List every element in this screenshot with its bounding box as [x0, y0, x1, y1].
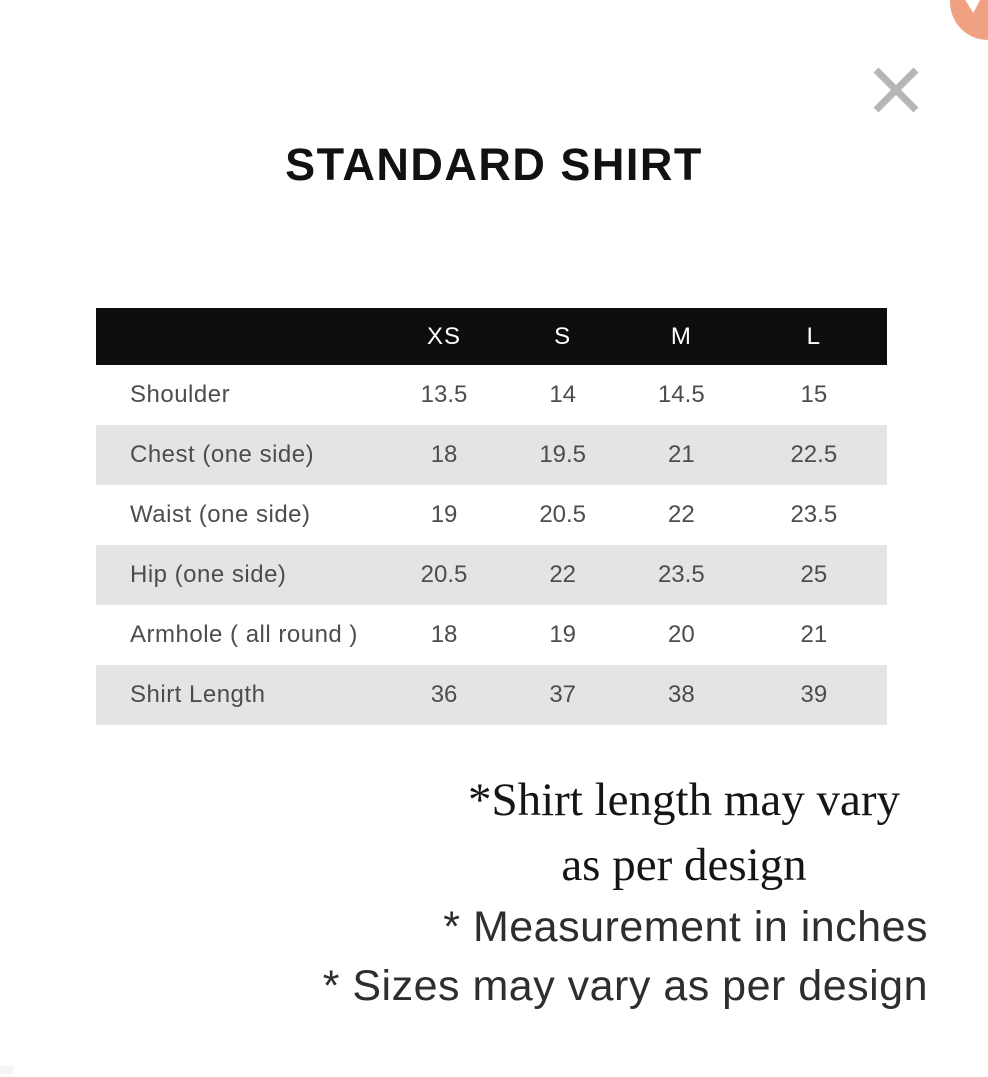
measurement-value: 36 [430, 681, 458, 708]
measurement-label: Shirt Length [130, 681, 266, 708]
page-title: STANDARD SHIRT [285, 139, 703, 190]
measurement-label: Shoulder [130, 381, 231, 408]
size-chart-corner-cell [96, 308, 385, 365]
measurement-value: 21 [667, 441, 695, 468]
measurement-value: 22 [667, 501, 695, 528]
table-row: Shirt Length 36 37 38 39 [96, 665, 887, 725]
footnote-serif-block: *Shirt length may vary as per design [440, 768, 928, 898]
measurement-value: 18 [430, 621, 458, 648]
table-row: Waist (one side) 19 20.5 22 23.5 [96, 485, 887, 545]
size-chart-table: XS S M L Shoulder 13.5 14 14.5 15 Chest (one sid… [96, 308, 887, 725]
measurement-value: 19.5 [539, 441, 587, 468]
footnote-line: * Sizes may vary as per design [322, 962, 928, 1010]
measurement-value: 19 [549, 621, 577, 648]
bottom-left-artifact [0, 1066, 14, 1074]
measurement-value: 21 [800, 621, 828, 648]
footnote-line: *Shirt length may vary [467, 774, 901, 826]
measurement-value: 38 [667, 681, 695, 708]
measurement-value: 22 [549, 561, 577, 588]
size-column-header: XS [427, 322, 462, 350]
size-column-header: L [806, 322, 821, 350]
measurement-value: 13.5 [420, 381, 468, 408]
table-row: Shoulder 13.5 14 14.5 15 [96, 365, 887, 425]
corner-bubble-notch [964, 0, 981, 13]
measurement-value: 37 [549, 681, 577, 708]
table-row: Chest (one side) 18 19.5 21 22.5 [96, 425, 887, 485]
size-chart-body: Shoulder 13.5 14 14.5 15 Chest (one side) 18 19… [96, 365, 887, 725]
measurement-value: 39 [800, 681, 828, 708]
measurement-value: 20.5 [539, 501, 587, 528]
measurement-value: 14.5 [657, 381, 705, 408]
measurement-value: 23.5 [657, 561, 705, 588]
close-button[interactable] [870, 66, 920, 116]
footnote-line: as per design [561, 839, 807, 891]
size-chart-header-row: XS S M L [96, 308, 887, 365]
measurement-value: 19 [430, 501, 458, 528]
measurement-value: 20.5 [420, 561, 468, 588]
measurement-value: 22.5 [790, 441, 838, 468]
measurement-label: Hip (one side) [130, 561, 287, 588]
measurement-value: 14 [549, 381, 577, 408]
measurement-value: 23.5 [790, 501, 838, 528]
table-row: Hip (one side) 20.5 22 23.5 25 [96, 545, 887, 605]
corner-bubble-button[interactable] [950, 0, 988, 40]
measurement-label: Chest (one side) [130, 441, 315, 468]
footnote-line: * Measurement in inches [443, 903, 928, 951]
measurement-value: 18 [430, 441, 458, 468]
measurement-value: 25 [800, 561, 828, 588]
size-column-header: S [554, 322, 572, 350]
table-row: Armhole ( all round ) 18 19 20 21 [96, 605, 887, 665]
size-column-header: M [670, 322, 692, 350]
measurement-value: 15 [800, 381, 828, 408]
footnote-sans-block: * Measurement in inches * Sizes may vary… [0, 898, 928, 1016]
measurement-label: Waist (one side) [130, 501, 311, 528]
close-icon [870, 67, 920, 119]
measurement-value: 20 [667, 621, 695, 648]
measurement-label: Armhole ( all round ) [130, 621, 358, 648]
